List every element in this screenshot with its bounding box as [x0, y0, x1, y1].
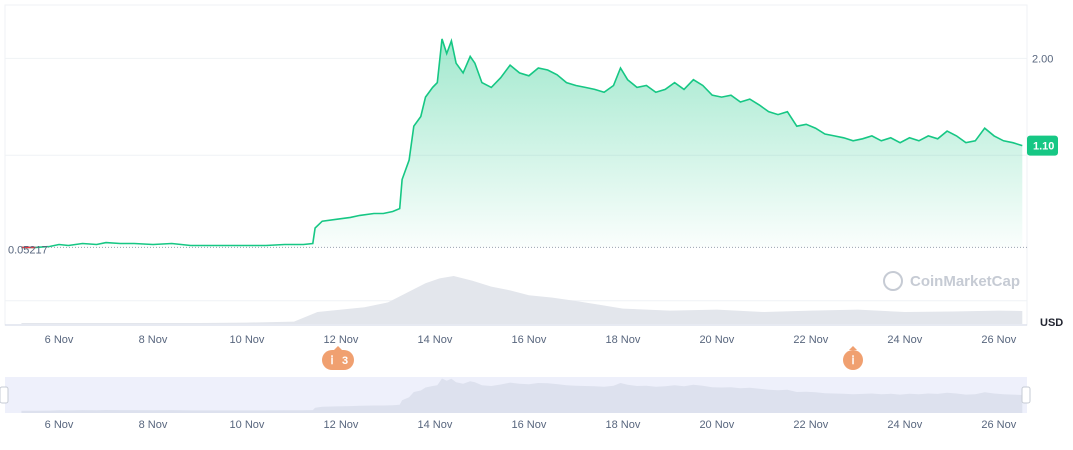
- navigator-tick-label: 14 Nov: [418, 419, 453, 431]
- event-count: 3: [342, 355, 348, 367]
- navigator-handle-right[interactable]: [1021, 386, 1031, 404]
- volume-area: [21, 276, 1023, 324]
- x-tick-label: 12 Nov: [324, 334, 359, 346]
- x-tick-label: 26 Nov: [981, 334, 1016, 346]
- x-tick-label: 10 Nov: [230, 334, 265, 346]
- x-axis: 6 Nov 8 Nov 10 Nov 12 Nov 14 Nov 16 Nov 18 Nov…: [45, 334, 1017, 346]
- navigator-tick-label: 24 Nov: [887, 419, 922, 431]
- price-area: [21, 38, 1023, 248]
- current-price-badge: 1.10: [1027, 135, 1058, 156]
- info-icon: ⅰ: [330, 355, 333, 367]
- navigator-tick-label: 26 Nov: [981, 419, 1016, 431]
- event-pointer: [334, 346, 342, 350]
- event-badge[interactable]: [322, 350, 354, 370]
- x-tick-label: 16 Nov: [511, 334, 546, 346]
- y-tick-label: 2.00: [1032, 53, 1053, 65]
- navigator-tick-label: 10 Nov: [230, 419, 265, 431]
- range-navigator[interactable]: 6 Nov 8 Nov 10 Nov 12 Nov 14 Nov 16 Nov 18 Nov…: [0, 377, 1031, 431]
- x-tick-label: 24 Nov: [887, 334, 922, 346]
- coinmarketcap-logo-icon: [883, 271, 903, 291]
- x-tick-label: 8 Nov: [139, 334, 168, 346]
- navigator-tick-label: 12 Nov: [324, 419, 359, 431]
- event-marker[interactable]: ⅰ: [843, 346, 863, 370]
- navigator-handle-left[interactable]: [0, 386, 9, 404]
- x-tick-label: 18 Nov: [605, 334, 640, 346]
- y-axis: 2.00: [1032, 53, 1053, 65]
- info-icon: ⅰ: [851, 355, 854, 367]
- navigator-series: [21, 378, 1023, 413]
- x-tick-label: 20 Nov: [699, 334, 734, 346]
- watermark: CoinMarketCap: [883, 271, 1020, 291]
- navigator-tick-label: 22 Nov: [793, 419, 828, 431]
- event-badge[interactable]: [843, 350, 863, 370]
- event-pointer: [849, 346, 857, 350]
- navigator-tick-label: 18 Nov: [605, 419, 640, 431]
- navigator-tick-label: 20 Nov: [699, 419, 734, 431]
- navigator-axis: 6 Nov 8 Nov 10 Nov 12 Nov 14 Nov 16 Nov 18 Nov…: [45, 419, 1017, 431]
- watermark-text: CoinMarketCap: [910, 273, 1020, 290]
- navigator-tick-label: 16 Nov: [511, 419, 546, 431]
- navigator-tick-label: 8 Nov: [139, 419, 168, 431]
- x-tick-label: 22 Nov: [793, 334, 828, 346]
- x-tick-label: 14 Nov: [418, 334, 453, 346]
- navigator-tick-label: 6 Nov: [45, 419, 74, 431]
- baseline-label: 0.05217: [8, 244, 48, 256]
- current-price-value: 1.10: [1033, 141, 1054, 153]
- x-tick-label: 6 Nov: [45, 334, 74, 346]
- price-line: [21, 38, 1023, 249]
- current-price-badge-bg: [1027, 135, 1058, 156]
- currency-label: USD: [1040, 317, 1063, 329]
